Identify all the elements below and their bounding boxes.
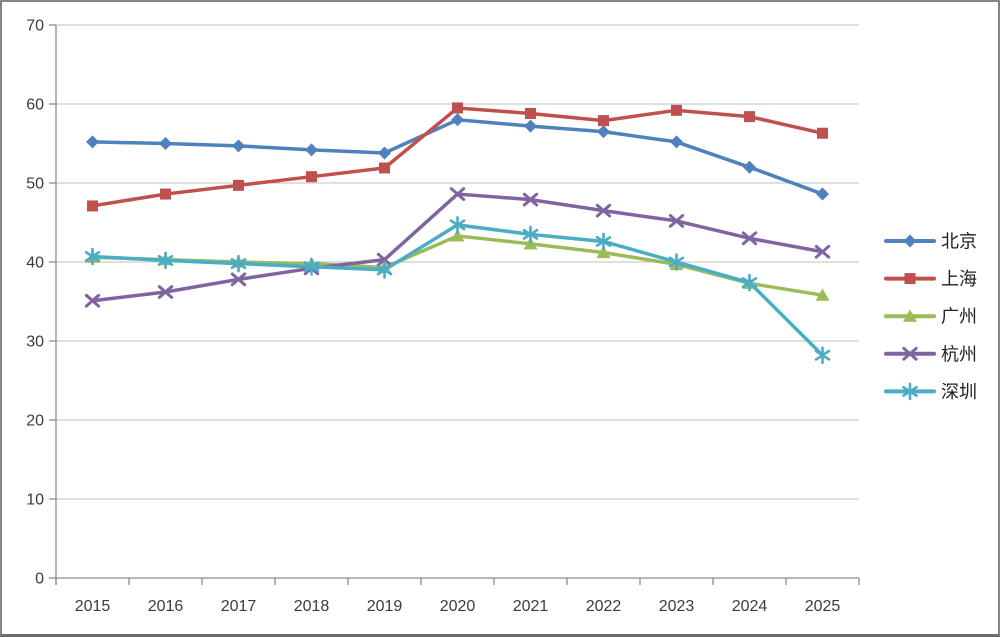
legend-item-shenzhen: 深圳 (884, 382, 977, 402)
y-tick-label: 0 (35, 571, 44, 588)
axes (49, 24, 860, 585)
square-marker (233, 179, 244, 191)
legend-label-beijing: 北京 (941, 232, 977, 252)
asterisk-marker (522, 225, 539, 244)
x-tick-label: 2016 (148, 598, 184, 615)
legend-label-shenzhen: 深圳 (941, 382, 977, 402)
x-tick-label: 2021 (513, 598, 549, 615)
asterisk-marker (902, 382, 918, 401)
x-tick-label: 2023 (659, 598, 695, 615)
x-marker (84, 293, 101, 308)
square-marker (379, 162, 390, 174)
legend-label-shanghai: 上海 (941, 269, 977, 289)
triangle-marker (903, 309, 917, 322)
square-marker (525, 107, 536, 119)
diamond-marker (451, 113, 464, 127)
diamond-marker (903, 234, 917, 248)
legend-label-guangzhou: 广州 (941, 307, 977, 327)
x-tick-label: 2022 (586, 598, 622, 615)
square-marker (87, 200, 98, 212)
asterisk-marker (303, 257, 320, 276)
x-marker (522, 192, 539, 207)
y-tick-label: 10 (26, 492, 44, 509)
x-marker (741, 231, 758, 246)
triangle-marker (450, 229, 465, 242)
diamond-marker (816, 187, 829, 201)
x-tick-label: 2020 (440, 598, 476, 615)
y-tick-label: 30 (26, 334, 44, 351)
asterisk-marker (814, 346, 831, 365)
x-tick-label: 2018 (294, 598, 330, 615)
asterisk-marker (376, 261, 393, 279)
series-line-shenzhen (90, 223, 825, 357)
asterisk-marker (668, 253, 685, 271)
x-tick-label: 2017 (221, 598, 257, 615)
asterisk-marker (741, 273, 758, 292)
triangle-marker (815, 288, 830, 301)
diamond-marker (232, 139, 245, 153)
diamond-marker (159, 137, 172, 150)
x-marker (157, 285, 174, 299)
triangle-marker (523, 237, 538, 250)
square-marker (671, 104, 682, 116)
series-guangzhou (85, 229, 830, 301)
x-axis-labels: 2015 2016 2017 2018 2019 2020 2021 2022 2023 2024… (75, 598, 841, 615)
square-marker (904, 273, 916, 285)
square-marker (598, 115, 609, 127)
diamond-marker (670, 135, 683, 149)
y-tick-label: 40 (26, 255, 44, 272)
diamond-marker (86, 135, 99, 149)
y-tick-label: 50 (26, 176, 44, 193)
asterisk-marker (449, 216, 466, 234)
square-marker (817, 127, 828, 139)
series-hangzhou (84, 187, 831, 308)
legend-label-hangzhou: 杭州 (941, 344, 977, 364)
diamond-marker (597, 125, 610, 139)
asterisk-marker (157, 251, 174, 270)
diamond-marker (378, 146, 391, 160)
legend-item-hangzhou: 杭州 (884, 344, 977, 364)
x-tick-label: 2025 (805, 598, 841, 615)
asterisk-marker (595, 232, 612, 251)
series-line-hangzhou (90, 192, 825, 303)
series-shanghai (87, 102, 828, 212)
asterisk-marker (230, 254, 247, 273)
asterisk-marker (84, 247, 101, 266)
legend-item-shanghai: 上海 (884, 269, 977, 289)
square-marker (160, 188, 171, 200)
legend-item-guangzhou: 广州 (884, 307, 977, 327)
triangle-marker (596, 245, 611, 259)
series-beijing (86, 113, 829, 201)
square-marker (744, 111, 755, 123)
legend-item-beijing: 北京 (884, 232, 977, 252)
y-tick-label: 20 (26, 413, 44, 430)
y-axis-labels: 0 10 20 30 40 50 60 70 (26, 18, 44, 588)
diamond-marker (524, 119, 537, 133)
x-marker (449, 187, 466, 201)
square-marker (452, 102, 463, 114)
x-tick-label: 2015 (75, 598, 111, 615)
x-marker (595, 203, 612, 218)
y-tick-label: 60 (26, 97, 44, 114)
diamond-marker (743, 160, 756, 174)
x-marker (668, 214, 685, 228)
y-tick-label: 70 (26, 18, 44, 35)
diamond-marker (305, 143, 318, 157)
x-marker (814, 244, 831, 259)
x-tick-label: 2019 (367, 598, 403, 615)
square-marker (306, 171, 317, 183)
x-tick-label: 2024 (732, 598, 768, 615)
x-marker (902, 346, 918, 361)
x-marker (230, 272, 247, 287)
x-marker (376, 252, 393, 267)
series-shenzhen (84, 216, 831, 365)
